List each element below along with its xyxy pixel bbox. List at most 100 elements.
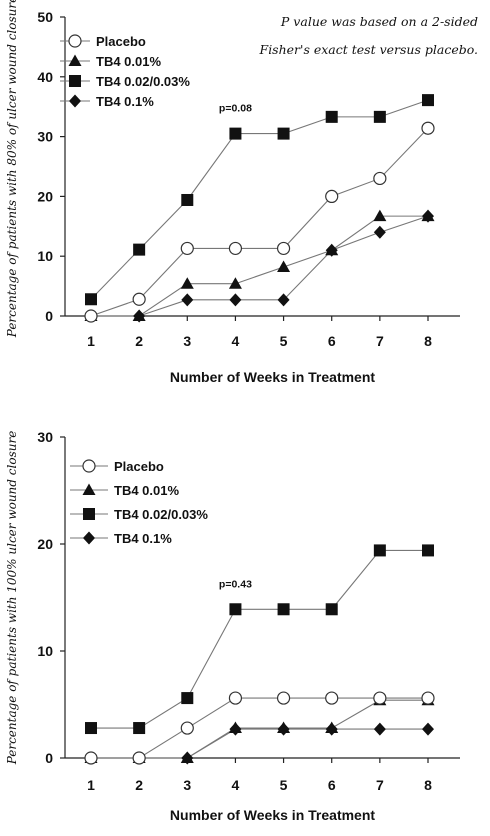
legend-marker <box>82 483 96 495</box>
x-axis-title: Number of Weeks in Treatment <box>170 369 375 385</box>
legend-label: TB4 0.01% <box>96 54 161 69</box>
data-point-series-2 <box>181 692 194 705</box>
data-point-series-2 <box>229 127 242 140</box>
x-tick-label: 6 <box>328 777 336 793</box>
data-point-series-0 <box>325 189 339 203</box>
y-tick-label: 40 <box>37 69 53 85</box>
data-point-series-2 <box>277 127 290 140</box>
data-point-series-2 <box>422 544 434 557</box>
x-tick-label: 6 <box>328 333 336 349</box>
x-tick-label: 4 <box>232 777 240 793</box>
data-point-series-0 <box>373 691 387 705</box>
x-tick-label: 5 <box>280 333 288 349</box>
series-line-2 <box>91 549 428 729</box>
data-point-series-2 <box>133 722 146 735</box>
data-point-series-1 <box>228 277 242 289</box>
data-point-series-0 <box>132 751 146 765</box>
data-point-series-2 <box>422 94 434 107</box>
y-tick-label: 20 <box>37 536 53 552</box>
x-tick-label: 1 <box>87 333 95 349</box>
y-tick-label: 30 <box>37 129 53 145</box>
legend-label: TB4 0.01% <box>114 483 179 498</box>
legend-marker <box>69 75 81 87</box>
y-tick-label: 0 <box>45 308 53 324</box>
data-point-series-0 <box>132 292 146 306</box>
legend-marker <box>83 531 95 545</box>
x-tick-label: 7 <box>376 777 384 793</box>
data-point-series-0 <box>276 691 291 705</box>
series-line-2 <box>90 99 429 300</box>
series-line-0 <box>91 697 428 759</box>
data-point-series-2 <box>85 722 97 735</box>
data-point-series-1 <box>373 209 387 222</box>
data-point-series-3 <box>133 309 146 323</box>
data-point-series-3 <box>277 722 290 736</box>
data-point-series-2 <box>325 110 338 123</box>
legend-marker <box>82 459 96 473</box>
legend-marker <box>83 508 95 520</box>
series-line-1 <box>91 215 428 317</box>
data-point-series-3 <box>422 722 434 736</box>
x-tick-label: 3 <box>183 777 191 793</box>
data-point-series-2 <box>325 603 338 616</box>
data-point-series-1 <box>180 277 194 289</box>
data-point-series-2 <box>229 603 242 616</box>
data-point-series-0 <box>228 241 243 256</box>
y-tick-label: 10 <box>37 643 53 659</box>
data-point-series-0 <box>373 171 387 186</box>
x-tick-label: 5 <box>280 777 288 793</box>
data-point-series-2 <box>133 243 146 256</box>
y-axis-title: Percentage of patients with 80% of ulcer… <box>5 0 19 338</box>
data-point-series-0 <box>84 751 98 765</box>
legend-label: TB4 0.02/0.03% <box>96 74 190 89</box>
x-tick-label: 2 <box>135 333 143 349</box>
y-tick-label: 20 <box>37 188 53 204</box>
x-tick-label: 4 <box>232 333 240 349</box>
chart-80-percent-closure: 0 10 20 30 40 50 1 2 3 4 5 6 7 8 Number of Weeks in Tr… <box>5 0 460 385</box>
x-tick-label: 1 <box>87 777 95 793</box>
x-tick-label: 7 <box>376 333 384 349</box>
legend-label: TB4 0.02/0.03% <box>114 507 208 522</box>
series-line-3 <box>91 728 428 759</box>
y-tick-label: 0 <box>45 750 53 766</box>
data-point-series-3 <box>373 225 386 239</box>
y-axis-title: Percentage of patients with 100% ulcer w… <box>5 431 19 766</box>
legend-marker <box>69 94 81 108</box>
data-point-series-3 <box>373 722 386 736</box>
data-point-series-3 <box>181 293 194 307</box>
series-line-0 <box>90 127 429 317</box>
x-axis-title: Number of Weeks in Treatment <box>170 807 375 823</box>
x-tick-label: 3 <box>183 333 191 349</box>
data-point-series-3 <box>229 293 242 307</box>
footnote-line-1: P value was based on a 2-sided <box>280 14 478 29</box>
legend-marker <box>68 34 82 48</box>
data-point-series-2 <box>373 544 386 557</box>
data-point-series-3 <box>325 243 338 257</box>
data-point-series-0 <box>325 691 339 705</box>
data-point-series-3 <box>277 293 290 307</box>
legend-label: TB4 0.1% <box>114 531 172 546</box>
legend-label: TB4 0.1% <box>96 94 154 109</box>
x-tick-label: 8 <box>424 333 432 349</box>
data-point-series-2 <box>181 193 194 206</box>
data-point-series-2 <box>85 293 97 306</box>
data-point-series-3 <box>422 209 434 223</box>
data-point-series-0 <box>228 691 243 705</box>
x-tick-label: 8 <box>424 777 432 793</box>
data-point-series-0 <box>421 691 435 705</box>
series-line-3 <box>91 215 429 317</box>
data-point-series-2 <box>277 603 290 616</box>
data-point-series-3 <box>229 722 242 736</box>
data-point-series-0 <box>421 121 435 135</box>
data-point-series-1 <box>277 260 291 272</box>
y-tick-label: 30 <box>37 429 53 445</box>
legend-label: Placebo <box>96 34 146 49</box>
data-point-series-0 <box>180 241 194 256</box>
legend-marker <box>68 54 82 66</box>
data-point-series-0 <box>276 241 291 256</box>
footnote-line-2: Fisher's exact test versus placebo. <box>259 42 478 57</box>
p-value-annotation: p=0.08 <box>219 103 252 115</box>
data-point-series-3 <box>325 722 338 736</box>
chart-100-percent-closure: 0 10 20 30 1 2 3 4 5 6 7 8 Number of Weeks in Treatm… <box>5 429 460 823</box>
data-point-series-3 <box>181 751 194 765</box>
